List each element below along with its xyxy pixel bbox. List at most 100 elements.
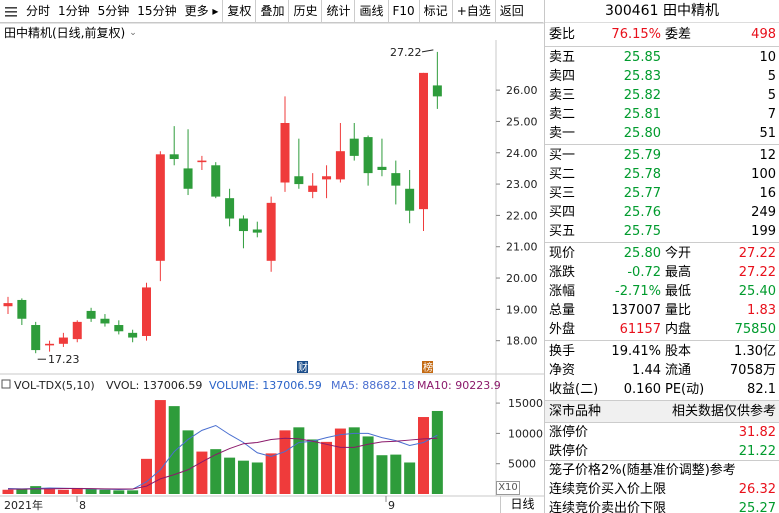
ma10-value: MA10: 90223.9 [417,379,501,392]
limit-up-row: 涨停价 31.82 [545,423,779,442]
cage-label: 笼子价格2%(随基准价调整)参考 [549,463,736,478]
ask-row: 卖三 25.82 5 [545,86,779,105]
ask-label: 卖二 [549,107,576,122]
price-tick-label: 19.00 [506,303,538,316]
btn-stats[interactable]: 统计 [322,0,356,23]
stat-label: 最高 [665,265,692,280]
candle-body [419,72,428,210]
candle-body [391,173,401,186]
btn-back[interactable]: 返回 [499,3,524,18]
stat-value: 61157 [619,322,661,337]
ask-volume: 5 [767,88,776,103]
candle-body [197,160,207,163]
volume-value: VOLUME: 137006.59 [209,379,322,392]
fin-label: 流通 [665,363,692,378]
bid-upper-value: 26.32 [738,482,776,497]
fin-value: 19.41% [611,344,661,359]
btn-mark[interactable]: 标记 [420,0,453,23]
candle-body [252,229,262,233]
x-month-label: 8 [79,499,86,512]
volume-bar [404,462,416,494]
bid-volume: 100 [751,167,776,182]
wb-label: 委比 [549,27,576,42]
fin-label: PE(动) [665,382,705,397]
stat-row: 涨跌 -0.72 最高 27.22 [545,263,779,282]
volume-bar [210,449,222,494]
tab-daily[interactable]: 日线 [500,496,544,513]
tab-1min[interactable]: 1分钟 [58,3,90,18]
volume-bar [113,490,125,494]
candle-body [72,321,82,340]
volume-bar [154,400,166,494]
stat-label: 量比 [665,303,692,318]
chart-title: 田中精机(日线,前复权) [4,26,126,40]
vol-tick-label: 5000 [508,458,536,471]
market-ref: 相关数据仅供参考 [671,404,776,419]
volume-bar [390,454,402,494]
stat-value: 137007 [611,303,661,318]
stat-label: 内盘 [665,322,692,337]
btn-add-watch[interactable]: +自选 [453,0,496,23]
volume-bar [71,487,83,494]
ask-price: 25.81 [623,107,661,122]
period-toolbar: 分时 1分钟 5分钟 15分钟 更多 ▸ 复权 叠加 历史 统计 画线 F10 … [0,0,543,23]
bid-label: 买五 [549,224,576,239]
fin-row: 换手 19.41% 股本 1.30亿 [545,342,779,361]
stat-row: 涨幅 -2.71% 最低 25.40 [545,282,779,301]
ask-label: 卖五 [549,50,576,65]
menu-icon[interactable] [0,0,22,23]
tab-15min[interactable]: 15分钟 [137,3,177,18]
volume-bar [57,489,69,494]
tab-more[interactable]: 更多 ▸ [181,0,224,23]
ask-row: 卖四 25.83 5 [545,67,779,86]
limit-down-row: 跌停价 21.22 [545,442,779,461]
fin-value: 1.44 [632,363,661,378]
fin-row: 收益(二) 0.160 PE(动) 82.1 [545,380,779,399]
stat-value: 25.40 [738,284,776,299]
limit-up-label: 涨停价 [549,425,589,440]
fundamental-stats: 换手 19.41% 股本 1.30亿 净资 1.44 流通 7058万 收益(二) 0.160 PE… [545,341,779,401]
stat-value: 27.22 [738,265,776,280]
fin-row: 净资 1.44 流通 7058万 [545,361,779,380]
marker-cai: 财 [298,361,308,374]
kline-chart[interactable]: 26.00 25.00 24.00 23.00 22.00 21.00 20.00 19.00… [0,0,544,513]
volume-bar [293,427,305,494]
ask-lower-label: 连续竞价卖出价下限 [549,501,667,513]
bid-price: 25.77 [623,186,661,201]
btn-overlay[interactable]: 叠加 [256,0,290,23]
marker-bang-box [422,361,433,373]
fin-label: 换手 [549,344,576,359]
bid-volume: 249 [751,205,776,220]
marker-bang: 榜 [423,361,433,374]
volume-bar [362,436,374,494]
candle-body [100,318,110,324]
stat-label: 最低 [665,284,692,299]
candle-body [17,299,27,319]
stat-label: 现价 [549,246,576,261]
x10-button[interactable]: X10 [496,481,520,495]
price-tick-label: 25.00 [506,115,538,128]
ask-row: 卖二 25.81 7 [545,105,779,124]
bid-row: 买一 25.79 12 [545,146,779,165]
bid-row: 买四 25.76 249 [545,203,779,222]
btn-history[interactable]: 历史 [289,0,323,23]
btn-draw[interactable]: 画线 [355,0,389,23]
bid-label: 买二 [549,167,576,182]
candle-body [432,85,442,97]
quote-panel: 300461 田中精机 委比 76.15% 委差 498 卖五 25.85 10 卖四… [544,0,779,513]
btn-adjust[interactable]: 复权 [223,0,257,23]
bid-row: 买二 25.78 100 [545,165,779,184]
fin-label: 股本 [665,344,692,359]
tab-5min[interactable]: 5分钟 [97,3,130,18]
bid-price: 25.79 [623,148,661,163]
stat-value: 25.80 [623,246,661,261]
chevron-down-icon[interactable]: ⌄ [129,27,137,38]
limit-down-label: 跌停价 [549,444,589,459]
stat-row: 外盘 61157 内盘 75850 [545,320,779,339]
bid-volume: 199 [751,224,776,239]
fin-value: 82.1 [747,382,776,397]
tab-intraday[interactable]: 分时 [26,3,51,18]
btn-f10[interactable]: F10 [389,0,420,23]
ask-volume: 51 [759,126,776,141]
